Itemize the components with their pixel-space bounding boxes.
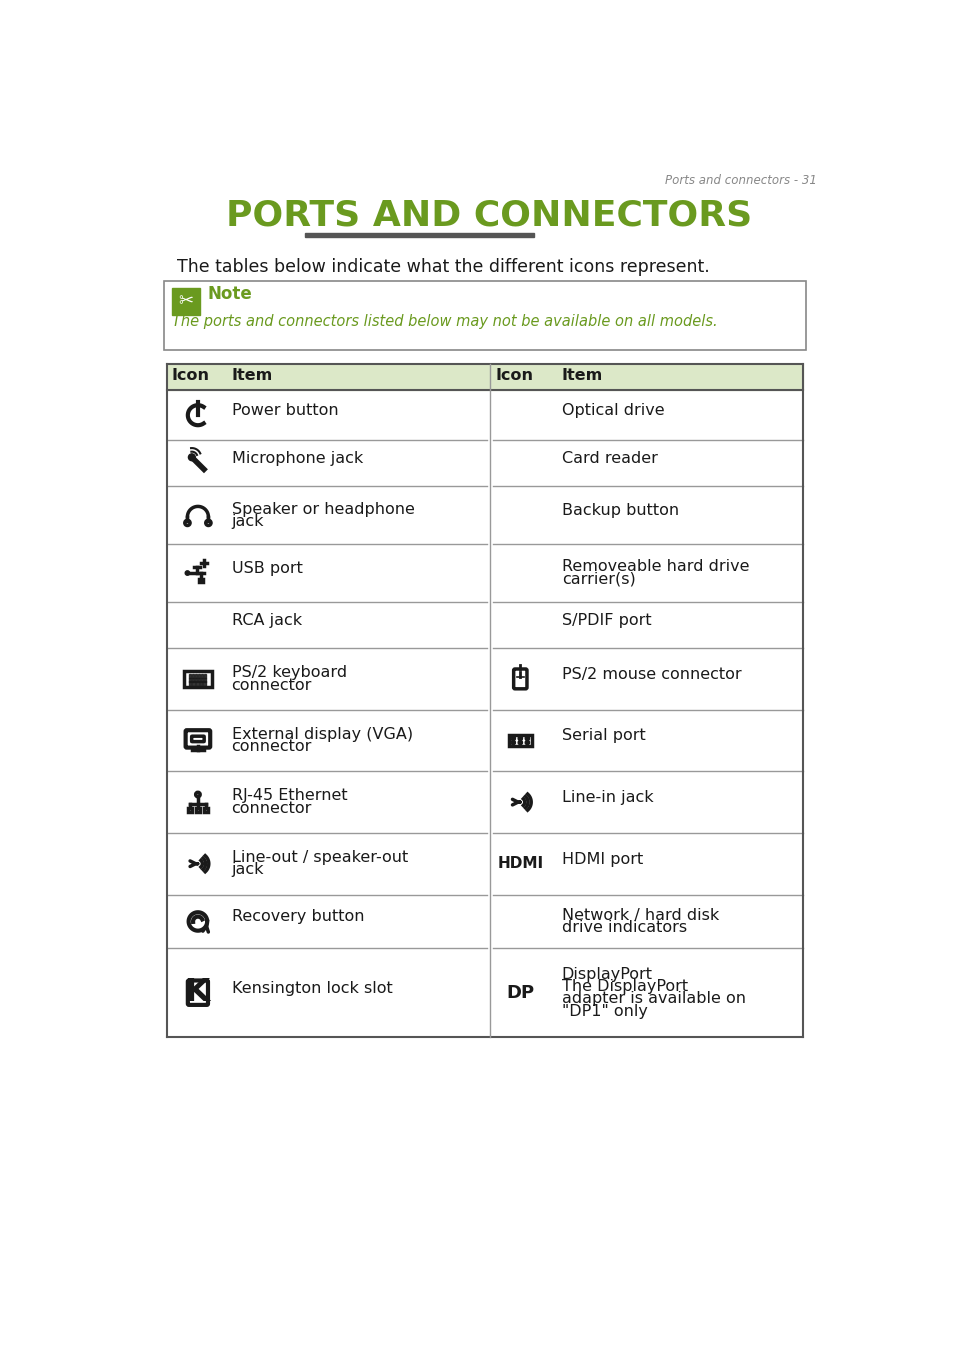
Text: Ports and connectors - 31: Ports and connectors - 31 (664, 174, 816, 187)
Bar (192, 677, 193, 683)
Text: PS/2 mouse connector: PS/2 mouse connector (561, 667, 740, 681)
Text: Network / hard disk: Network / hard disk (561, 907, 719, 923)
Text: RJ-45 Ethernet: RJ-45 Ethernet (232, 788, 347, 803)
Text: DP: DP (506, 984, 534, 1002)
Bar (189, 681, 191, 685)
Text: connector: connector (232, 677, 312, 692)
Text: HDMI: HDMI (497, 856, 543, 871)
Text: Speaker or headphone: Speaker or headphone (232, 502, 414, 516)
Text: Item: Item (561, 368, 602, 383)
Text: RCA jack: RCA jack (232, 612, 301, 627)
Text: Serial port: Serial port (561, 729, 645, 744)
Text: Power button: Power button (232, 403, 338, 418)
Circle shape (525, 737, 529, 741)
Text: USB port: USB port (232, 561, 302, 576)
Bar (188, 808, 193, 813)
Bar (197, 677, 199, 683)
Bar (193, 681, 194, 685)
Text: Card reader: Card reader (561, 452, 657, 466)
FancyBboxPatch shape (186, 730, 210, 748)
FancyBboxPatch shape (192, 737, 204, 742)
Text: HDMI port: HDMI port (561, 852, 642, 867)
Bar (199, 579, 203, 583)
Text: Icon: Icon (496, 368, 534, 383)
Bar (167, 364, 489, 391)
Bar (189, 673, 191, 679)
Text: connector: connector (232, 740, 312, 754)
Text: The DisplayPort: The DisplayPort (561, 979, 687, 994)
Text: Line-out / speaker-out: Line-out / speaker-out (232, 850, 408, 865)
Bar (194, 677, 196, 683)
Bar (203, 808, 208, 813)
Text: External display (VGA): External display (VGA) (232, 727, 413, 742)
Text: Kensington lock slot: Kensington lock slot (232, 980, 392, 995)
Text: Item: Item (232, 368, 273, 383)
FancyBboxPatch shape (188, 980, 208, 1005)
Text: Backup button: Backup button (561, 503, 679, 518)
Circle shape (511, 737, 515, 741)
Text: carrier(s): carrier(s) (561, 572, 635, 587)
Text: S/PDIF port: S/PDIF port (561, 612, 651, 627)
Circle shape (517, 737, 522, 741)
Text: Note: Note (208, 285, 253, 303)
Text: drive indicators: drive indicators (561, 921, 686, 936)
Bar (201, 673, 203, 679)
Text: jack: jack (232, 863, 264, 877)
Bar (204, 677, 206, 683)
Text: Icon: Icon (172, 368, 210, 383)
Text: Optical drive: Optical drive (561, 403, 663, 418)
FancyBboxPatch shape (513, 669, 526, 688)
Bar (489, 364, 802, 391)
Text: Removeable hard drive: Removeable hard drive (561, 560, 748, 575)
Circle shape (185, 571, 190, 575)
Text: jack: jack (232, 514, 264, 529)
Circle shape (189, 454, 195, 461)
Bar (203, 681, 206, 685)
Text: PORTS AND CONNECTORS: PORTS AND CONNECTORS (226, 199, 751, 233)
Circle shape (525, 741, 529, 745)
Bar (305, 233, 534, 237)
Bar (192, 673, 193, 679)
Bar (199, 681, 202, 685)
Text: ✂: ✂ (178, 292, 193, 311)
Text: adapter is available on: adapter is available on (561, 991, 745, 1006)
Text: Microphone jack: Microphone jack (232, 452, 362, 466)
Bar (196, 681, 198, 685)
Circle shape (511, 741, 515, 745)
FancyBboxPatch shape (508, 734, 531, 746)
FancyBboxPatch shape (164, 281, 805, 350)
Text: K: K (185, 977, 211, 1009)
FancyBboxPatch shape (184, 671, 212, 687)
Text: connector: connector (232, 800, 312, 815)
Text: Recovery button: Recovery button (232, 910, 364, 925)
Bar (201, 677, 203, 683)
Bar (172, 288, 199, 315)
Bar (204, 673, 206, 679)
Text: Line-in jack: Line-in jack (561, 790, 653, 804)
Text: The ports and connectors listed below may not be available on all models.: The ports and connectors listed below ma… (172, 314, 717, 329)
Text: PS/2 keyboard: PS/2 keyboard (232, 665, 346, 680)
Bar (195, 808, 200, 813)
Circle shape (517, 741, 522, 745)
Bar (194, 673, 196, 679)
Text: DisplayPort: DisplayPort (561, 967, 652, 982)
Text: "DP1" only: "DP1" only (561, 1003, 647, 1018)
Bar (189, 677, 191, 683)
Text: The tables below indicate what the different icons represent.: The tables below indicate what the diffe… (177, 258, 709, 276)
Bar (197, 673, 199, 679)
